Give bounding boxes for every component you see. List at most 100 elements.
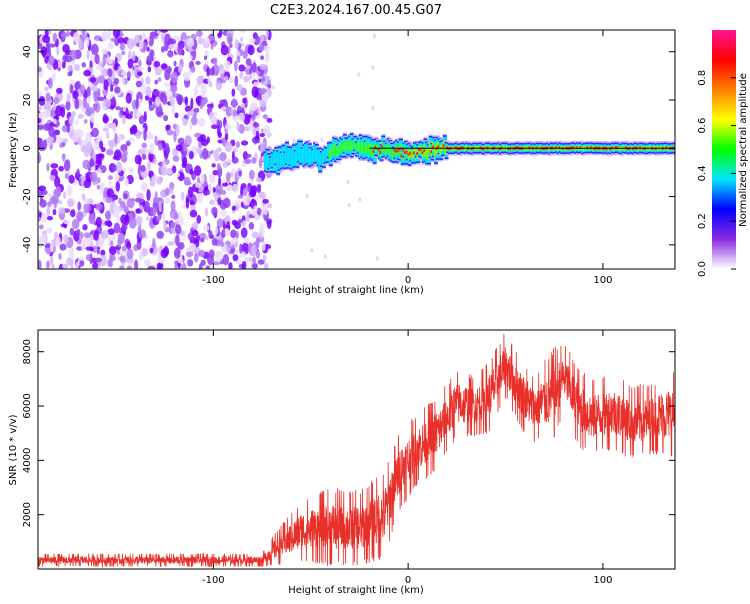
noise-blob [200,97,206,107]
noise-blob [140,164,146,173]
noise-blob [157,77,162,82]
noise-blob [88,213,95,225]
noise-speck [371,65,375,70]
noise-blob [241,228,247,238]
noise-blob [144,95,150,101]
noise-blob [214,250,223,263]
snr-ytick-label: 8000 [22,339,33,364]
noise-blob [48,126,55,137]
noise-blob [64,173,69,180]
noise-blob [242,97,247,104]
noise-blob [232,183,239,193]
snr-ytick-label: 4000 [22,448,33,473]
noise-blob [81,193,86,201]
noise-blob [231,205,237,211]
noise-blob [239,71,244,79]
noise-blob [53,118,57,125]
noise-blob [204,207,209,217]
noise-blob [212,170,219,176]
noise-blob [224,132,229,141]
noise-blob [177,63,183,74]
noise-blob [113,207,120,218]
noise-blob [146,188,151,201]
noise-blob [62,61,66,69]
noise-blob [54,105,63,117]
noise-blob [74,261,79,269]
noise-blob [47,77,53,89]
noise-blob [210,116,217,125]
colorbar-tick-label: 0.2 [697,213,708,229]
noise-blob [253,34,260,46]
noise-blob [50,109,54,118]
noise-blob [185,197,190,209]
noise-blob [206,265,210,269]
noise-blob [135,131,141,140]
noise-blob [46,42,50,55]
noise-blob [140,181,148,193]
noise-blob [143,111,147,123]
noise-blob [126,71,132,78]
noise-blob [147,265,156,269]
noise-blob [236,83,243,92]
noise-blob [258,43,265,52]
noise-blob [137,148,146,155]
noise-blob [63,191,67,200]
noise-blob [117,37,125,45]
noise-blob [131,197,136,203]
noise-blob [149,49,155,58]
noise-blob [149,31,158,38]
noise-blob [90,77,97,83]
noise-blob [108,245,117,256]
noise-blob [234,75,239,88]
noise-blob [139,204,143,210]
noise-blob [77,137,82,146]
noise-blob [114,86,121,94]
noise-blob [68,174,75,184]
noise-blob [240,186,244,198]
noise-blob [154,191,158,203]
noise-speck [305,193,309,198]
noise-blob [148,134,154,140]
noise-blob [60,106,66,118]
noise-blob [220,241,225,248]
noise-blob [68,247,75,260]
noise-blob [195,182,202,188]
noise-blob [184,105,192,113]
noise-blob [243,159,252,164]
noise-blob [73,63,81,71]
noise-blob [181,157,188,167]
noise-blob [141,153,147,160]
colorbar-tick-label: 0.0 [697,261,708,277]
noise-blob [76,228,81,237]
noise-blob [231,98,237,109]
noise-blob [44,243,52,249]
noise-blob [49,256,54,265]
noise-blob [256,207,262,216]
spectrogram-frame [37,29,676,270]
noise-blob [143,259,152,267]
noise-blob [262,254,267,262]
noise-blob [66,257,74,266]
noise-blob [70,111,77,117]
noise-blob [160,248,169,259]
noise-blob [177,258,184,264]
noise-blob [134,154,142,165]
spectrogram-ticks: -100 0 100 -40 -20 0 20 40 [22,30,675,286]
noise-blob [108,180,112,186]
noise-blob [77,201,82,211]
noise-blob [230,248,235,253]
noise-blob [236,55,241,63]
noise-blob [259,223,265,230]
noise-blob [97,61,104,66]
noise-blob [38,259,42,269]
noise-blob [107,175,113,180]
noise-blob [255,250,261,259]
noise-blob [112,122,117,133]
noise-blob [242,220,247,228]
spectrogram-marks [38,30,675,269]
noise-blob [146,216,150,221]
noise-blob [222,197,231,209]
noise-blob [125,113,133,120]
noise-blob [85,254,91,261]
noise-blob [48,55,55,66]
